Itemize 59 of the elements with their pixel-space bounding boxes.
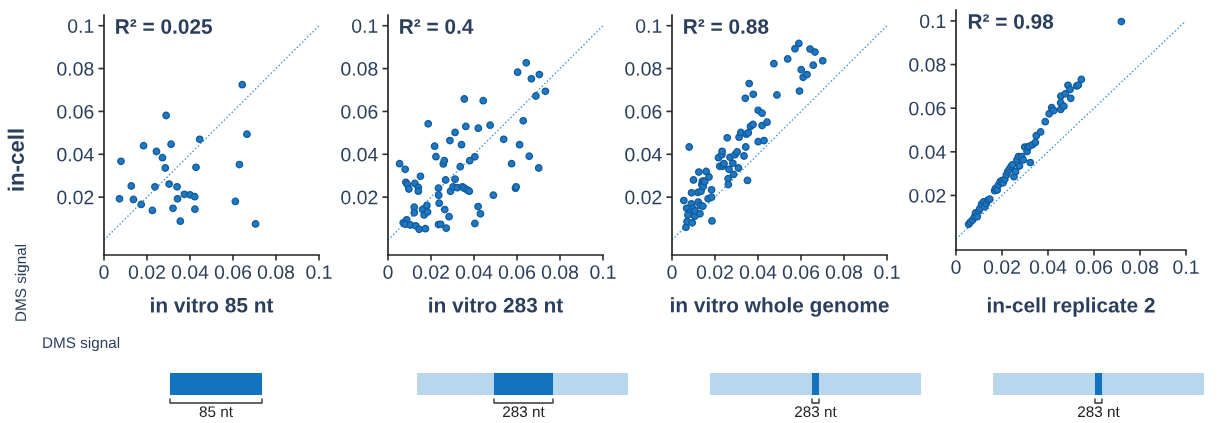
- y-tick-label: 0.02: [57, 190, 94, 205]
- y-tick-label: 0.1: [920, 14, 946, 29]
- y-tick-label: 0.06: [57, 104, 94, 119]
- annotation: R² = 0.88: [684, 19, 769, 34]
- text: 283 nt: [795, 406, 837, 418]
- y-tick-label: 0.04: [341, 147, 378, 162]
- y-tick-label: 0.06: [625, 104, 662, 119]
- y-tick-label: 0.04: [625, 147, 662, 162]
- x-tick-label: 0.1: [1173, 260, 1199, 274]
- annotation: R² = 0.025: [116, 19, 213, 34]
- x-tick-label: 0.08: [257, 265, 295, 279]
- x-tick-label: 0.04: [1029, 260, 1067, 274]
- annotation: R² = 0.4: [400, 19, 474, 34]
- y-axis-title: in-cell: [7, 129, 24, 191]
- y-tick-label: 0.1: [636, 19, 662, 33]
- x-tick-label: 0.1: [874, 265, 900, 279]
- x-tick-label: 0: [99, 265, 109, 279]
- y-tick-label: 0.08: [341, 62, 378, 76]
- y-tick-label: 0.1: [352, 19, 378, 33]
- x-axis-title: in vitro 283 nt: [429, 297, 563, 313]
- y-tick-label: 0.02: [341, 190, 378, 205]
- x-tick-label: 0.02: [128, 265, 165, 279]
- text: 283 nt: [503, 406, 545, 418]
- y-tick-label: 0.08: [625, 62, 662, 76]
- y-tick-label: 0.08: [909, 58, 946, 72]
- x-tick-label: 0.06: [1075, 260, 1113, 274]
- x-axis-title: in vitro whole genome: [671, 297, 889, 317]
- text: DMS signal: [43, 336, 120, 352]
- x-tick-label: 0: [951, 260, 961, 274]
- y-tick-label: 0.04: [57, 147, 94, 162]
- x-tick-label: 0.02: [983, 260, 1020, 274]
- x-tick-label: 0.04: [455, 265, 493, 279]
- y-tick-label: 0.08: [57, 62, 94, 76]
- y-tick-label: 0.04: [909, 145, 946, 160]
- x-tick-label: 0.02: [696, 265, 733, 279]
- text: 283 nt: [1078, 406, 1120, 418]
- x-tick-label: 0.04: [739, 265, 777, 279]
- x-tick-label: 0: [383, 265, 393, 279]
- text: 85 nt: [199, 406, 233, 418]
- x-tick-label: 0.08: [825, 265, 863, 279]
- x-tick-label: 0: [667, 265, 677, 279]
- x-tick-label: 0.1: [306, 265, 332, 279]
- y-tick-label: 0.06: [341, 104, 378, 119]
- y-tick-label: 0.02: [909, 188, 946, 203]
- y-tick-label: 0.1: [68, 19, 94, 33]
- x-tick-label: 0.06: [782, 265, 820, 279]
- x-tick-label: 0.1: [590, 265, 616, 279]
- text: DMS signal: [14, 244, 30, 321]
- annotation: R² = 0.98: [968, 14, 1054, 29]
- x-axis-title: in-cell replicate 2: [987, 297, 1155, 317]
- x-tick-label: 0.06: [214, 265, 252, 279]
- x-tick-label: 0.08: [1121, 260, 1159, 274]
- y-tick-label: 0.06: [909, 101, 946, 116]
- x-tick-label: 0.04: [171, 265, 209, 279]
- x-tick-label: 0.06: [498, 265, 536, 279]
- x-tick-label: 0.08: [541, 265, 579, 279]
- y-tick-label: 0.02: [625, 190, 662, 205]
- x-axis-title: in vitro 85 nt: [151, 297, 274, 313]
- x-tick-label: 0.02: [412, 265, 449, 279]
